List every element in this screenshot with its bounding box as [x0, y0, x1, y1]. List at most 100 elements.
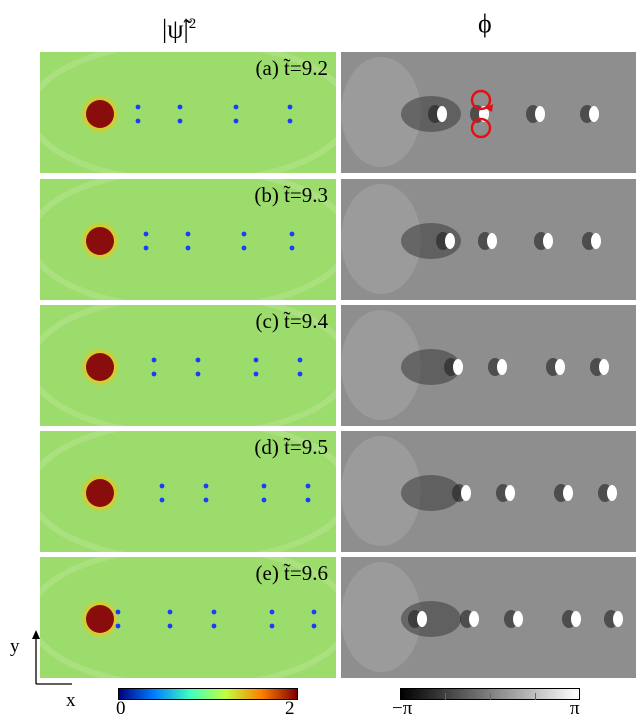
phase-map	[341, 431, 636, 552]
phase-defect	[504, 610, 523, 628]
panel-label: (c) t̃=9.4	[255, 309, 329, 333]
vortex-core	[289, 231, 295, 237]
phase-defect	[590, 358, 609, 376]
phase-colorbar-max: π	[570, 698, 580, 719]
axes-indicator	[32, 630, 72, 685]
density-panel-3: (d) t̃=9.5	[40, 431, 336, 552]
vortex-core	[177, 118, 183, 124]
vortex-core	[159, 497, 165, 503]
vortex-core	[115, 609, 121, 615]
panel-label: (b) t̃=9.3	[254, 183, 328, 207]
phase-panel-2	[341, 305, 636, 426]
panel-label: (e) t̃=9.6	[255, 561, 329, 585]
phase-panel-4	[341, 557, 636, 678]
vortex-core	[115, 623, 121, 629]
obstacle-disk	[86, 353, 114, 381]
vortex-core	[185, 245, 191, 251]
vortex-core	[287, 104, 293, 110]
x-axis-label: x	[66, 690, 76, 711]
panel-label: (d) t̃=9.5	[254, 435, 328, 459]
vortex-core	[311, 623, 317, 629]
vortex-core	[177, 104, 183, 110]
vortex-core	[269, 609, 275, 615]
vortex-core	[211, 623, 217, 629]
phase-panel-0	[341, 52, 636, 173]
density-panel-0: (a) t̃=9.2	[40, 52, 336, 173]
vortex-core	[195, 357, 201, 363]
vortex-core	[241, 231, 247, 237]
density-colorbar	[118, 688, 298, 700]
phase-defect	[604, 610, 623, 628]
vortex-core	[311, 609, 317, 615]
phase-panel-1	[341, 179, 636, 300]
phase-colorbar-min: −π	[392, 698, 413, 719]
phase-defect	[436, 232, 455, 250]
obstacle-disk	[86, 605, 114, 633]
phase-defect	[496, 484, 515, 502]
phase-defect	[452, 484, 471, 502]
phase-defect	[478, 232, 497, 250]
vortex-core	[151, 357, 157, 363]
density-panel-1: (b) t̃=9.3	[40, 179, 336, 300]
vortex-core	[253, 357, 259, 363]
density-map	[40, 179, 336, 300]
phase-map	[341, 305, 636, 426]
phase-map	[341, 557, 636, 678]
phase-defect	[408, 610, 427, 628]
phase-defect	[534, 232, 553, 250]
phase-defect	[546, 358, 565, 376]
panel-label: (a) t̃=9.2	[255, 56, 329, 80]
vortex-core	[195, 371, 201, 377]
density-title-superscript: 2	[188, 16, 197, 32]
phase-defect	[598, 484, 617, 502]
density-colorbar-max: 2	[285, 698, 295, 719]
vortex-core	[261, 483, 267, 489]
phase-defect	[580, 105, 599, 123]
phase-defect	[428, 105, 447, 123]
vortex-core	[185, 231, 191, 237]
phase-map	[341, 179, 636, 300]
phase-defect	[554, 484, 573, 502]
vortex-core	[159, 483, 165, 489]
vortex-core	[297, 357, 303, 363]
vortex-core	[287, 118, 293, 124]
density-map	[40, 305, 336, 426]
vortex-core	[143, 231, 149, 237]
vortex-core	[167, 609, 173, 615]
y-axis-label: y	[10, 636, 20, 657]
vortex-core	[143, 245, 149, 251]
vortex-core	[203, 483, 209, 489]
vortex-core	[151, 371, 157, 377]
phase-defect	[526, 105, 545, 123]
phase-panel-3	[341, 431, 636, 552]
vortex-core	[305, 497, 311, 503]
phase-defect	[582, 232, 601, 250]
vortex-core	[135, 104, 141, 110]
vortex-core	[211, 609, 217, 615]
phase-defect	[460, 610, 479, 628]
phase-defect	[562, 610, 581, 628]
density-panel-4: (e) t̃=9.6	[40, 557, 336, 678]
density-colorbar-min: 0	[116, 698, 126, 719]
density-panel-2: (c) t̃=9.4	[40, 305, 336, 426]
obstacle-disk	[86, 479, 114, 507]
vortex-core	[297, 371, 303, 377]
phase-defect	[444, 358, 463, 376]
vortex-core	[135, 118, 141, 124]
phase-colorbar	[400, 688, 580, 700]
vortex-core	[305, 483, 311, 489]
vortex-core	[241, 245, 247, 251]
vortex-core	[253, 371, 259, 377]
vortex-core	[233, 104, 239, 110]
density-map	[40, 431, 336, 552]
density-map	[40, 52, 336, 173]
phase-column-title: ϕ	[478, 9, 492, 38]
vortex-core	[167, 623, 173, 629]
density-column-title: |ψ̃|2	[162, 14, 197, 44]
vortex-core	[203, 497, 209, 503]
phase-map	[341, 52, 636, 173]
vortex-core	[233, 118, 239, 124]
vortex-core	[269, 623, 275, 629]
vortex-core	[261, 497, 267, 503]
density-map	[40, 557, 336, 678]
